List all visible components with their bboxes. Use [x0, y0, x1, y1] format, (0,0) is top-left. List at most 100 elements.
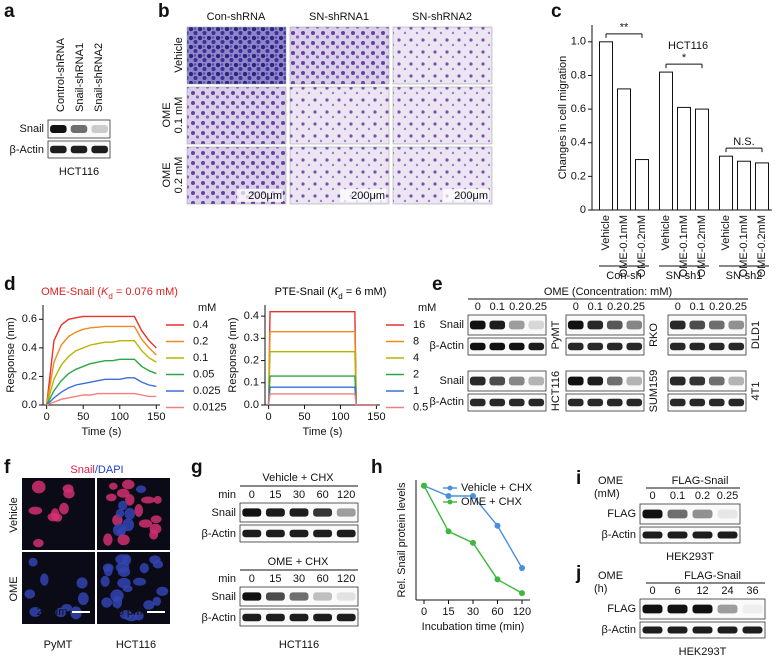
x-tick-label: OME-0.1mM [738, 215, 750, 277]
blot-band [336, 592, 356, 601]
cell-line: 4T1 [750, 382, 762, 401]
lane-label: Control-shRNA [55, 37, 67, 112]
legend-label: 0.1 [193, 352, 208, 364]
y-tick-label: 0.6 [571, 103, 586, 115]
series-line [267, 350, 377, 406]
group-label: SN-sh2 [726, 270, 763, 282]
x-tick-label: Vehicle [600, 215, 612, 250]
construct: FLAG-Snail [684, 570, 741, 582]
lane-label: 0.1 [670, 490, 685, 502]
legend-label: 0.5 [413, 401, 428, 413]
x-axis-label: Incubation time (min) [422, 621, 525, 633]
lane-label: 0 [675, 301, 681, 313]
micrograph [392, 86, 493, 145]
x-tick-label: 15 [442, 606, 454, 618]
blot-band [508, 398, 525, 407]
blot-band [469, 398, 486, 407]
lane-label: 60 [316, 489, 328, 501]
legend-title: mM [198, 302, 216, 314]
lane-label: Snail-shRNA1 [74, 43, 86, 112]
scale-bar-label: 200μm [454, 190, 488, 202]
legend-label: 16 [413, 319, 425, 331]
series-line [46, 358, 157, 406]
micrograph [186, 26, 287, 85]
blot-band [606, 376, 623, 386]
blot-band [728, 342, 745, 351]
row-label: FLAG [607, 508, 636, 520]
treatment-unit: (mM) [594, 488, 620, 500]
nucleus [149, 529, 159, 540]
blot-band [567, 376, 584, 386]
blot-band [708, 342, 725, 351]
blot-band [528, 398, 545, 407]
lane-label: 15 [269, 489, 281, 501]
micrograph [289, 26, 390, 85]
blot-band [717, 509, 738, 519]
blot-frame [565, 370, 645, 392]
nucleus [29, 606, 42, 617]
blot-band [265, 529, 285, 538]
nucleus [76, 577, 88, 589]
blot-frame [639, 503, 741, 525]
blot-band [336, 529, 356, 538]
point [445, 528, 452, 535]
cell-line: SUM159 [648, 370, 660, 413]
legend-label: 0.025 [193, 385, 221, 397]
nucleus [116, 488, 130, 498]
blot-band [313, 613, 333, 622]
nucleus [40, 573, 49, 586]
blot-band [708, 320, 725, 330]
series-line [46, 377, 157, 406]
treatment: OME [598, 475, 623, 487]
x-tick-label: 0 [266, 411, 272, 423]
legend-label: 0.05 [193, 368, 214, 380]
title-part: d [338, 292, 342, 301]
lane-label: Snail-shRNA2 [93, 43, 105, 112]
y-axis-label: Rel. Snail protein levels [396, 482, 408, 597]
row-label: OME [8, 576, 20, 601]
row-label: OME [161, 162, 173, 187]
group-label: OME + CHX [268, 556, 329, 568]
blot-band [50, 125, 67, 133]
panel-letter: f [4, 457, 11, 478]
x-tick-label: 100 [331, 411, 349, 423]
scale-bar-label: 20 μm [37, 606, 68, 618]
panel-letter: a [4, 1, 15, 22]
row-label: β-Actin [430, 340, 464, 352]
title-part: OME-Snail ( [41, 286, 101, 298]
micrograph [392, 26, 493, 85]
blot-frame [565, 314, 645, 336]
blot-band [689, 376, 706, 386]
legend-label: 0.4 [193, 319, 208, 331]
row-label: Snail [20, 123, 44, 135]
x-tick-label: 120 [513, 606, 531, 618]
blot-band [567, 342, 584, 351]
row-label: Snail [440, 375, 464, 387]
nucleus [59, 502, 69, 515]
lane-label: 0.25 [526, 301, 547, 313]
blot-band [289, 508, 309, 517]
series-line [267, 386, 377, 406]
nucleus [61, 604, 73, 612]
blot-band [469, 376, 486, 386]
nucleus [28, 557, 38, 567]
y-tick-label: 0.3 [244, 332, 259, 344]
y-tick-label: 0.4 [571, 137, 586, 149]
blot-band [567, 320, 584, 330]
cell-line: RKO [648, 323, 660, 347]
nucleus [122, 585, 133, 593]
blot-frame [565, 337, 645, 356]
panel-letter: d [4, 274, 16, 295]
blot-band [626, 376, 643, 386]
nucleus [24, 589, 36, 599]
blot-band [626, 342, 643, 351]
lane-label: 60 [316, 573, 328, 585]
group-label: Vehicle + CHX [262, 472, 334, 484]
nucleus [31, 480, 46, 494]
x-tick-label: OME-0.1mM [618, 215, 630, 277]
panel-letter: j [575, 563, 581, 584]
y-tick-label: 0.4 [244, 310, 259, 322]
bar [635, 159, 649, 211]
x-tick-label: Vehicle [720, 215, 732, 250]
